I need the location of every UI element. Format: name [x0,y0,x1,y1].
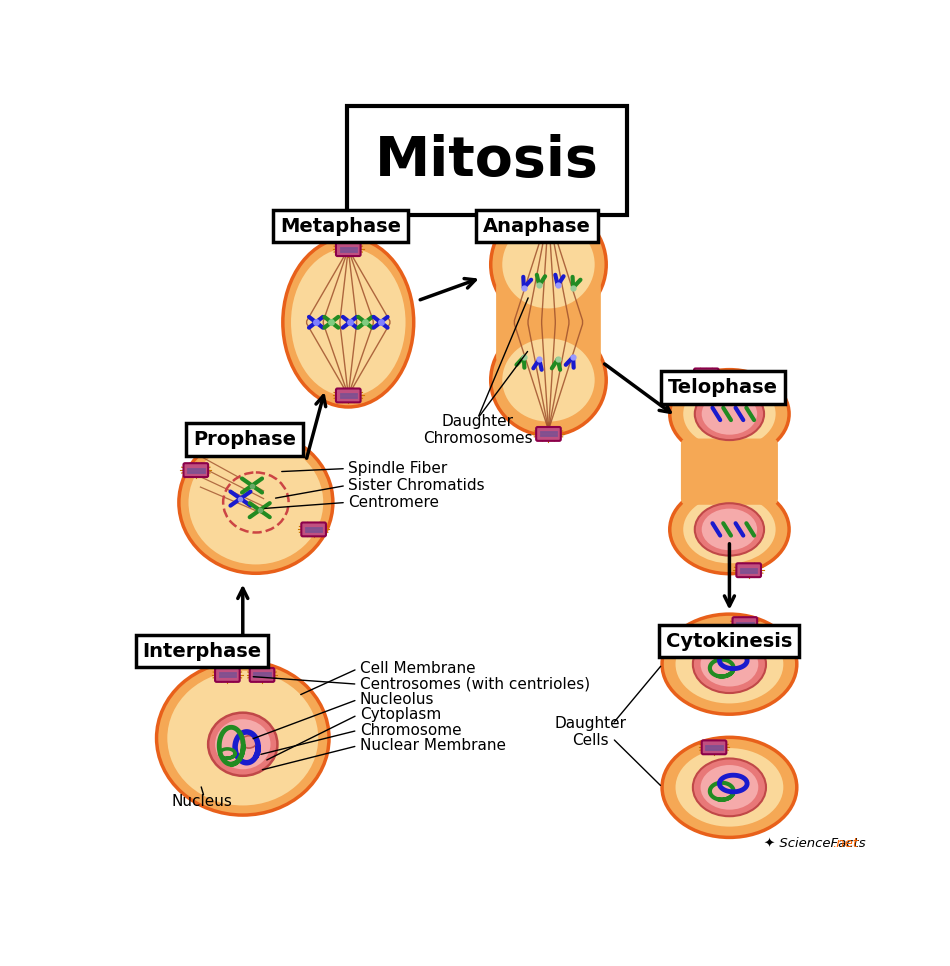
FancyBboxPatch shape [536,427,560,440]
Text: Telophase: Telophase [668,379,778,397]
Ellipse shape [215,720,271,769]
Text: Interphase: Interphase [142,641,261,661]
Text: Metaphase: Metaphase [280,216,401,236]
Text: Nucleolus: Nucleolus [360,692,434,707]
FancyBboxPatch shape [736,563,761,577]
FancyBboxPatch shape [536,204,560,217]
FancyBboxPatch shape [336,388,361,403]
Ellipse shape [157,661,329,815]
Text: Cytokinesis: Cytokinesis [666,632,792,650]
Ellipse shape [662,614,797,714]
Ellipse shape [693,636,766,693]
Ellipse shape [241,736,256,748]
FancyBboxPatch shape [702,740,727,754]
Ellipse shape [700,765,758,810]
FancyBboxPatch shape [681,439,778,505]
Ellipse shape [670,370,789,458]
Ellipse shape [683,496,775,563]
Ellipse shape [291,248,406,396]
Text: .net: .net [832,838,859,850]
FancyBboxPatch shape [694,368,718,383]
Ellipse shape [694,503,764,555]
FancyBboxPatch shape [215,668,239,682]
Ellipse shape [700,641,758,687]
Text: Spindle Fiber: Spindle Fiber [349,461,447,476]
Text: Mitosis: Mitosis [375,133,598,187]
Text: Sister Chromatids: Sister Chromatids [349,478,484,493]
Text: Prophase: Prophase [193,430,295,449]
Ellipse shape [188,440,323,564]
Ellipse shape [491,325,606,436]
Ellipse shape [702,393,757,435]
Text: Daughter
Cells: Daughter Cells [555,716,627,748]
Ellipse shape [283,238,413,407]
Text: Centromere: Centromere [349,495,439,510]
Ellipse shape [702,509,757,551]
Ellipse shape [167,670,318,806]
Text: ✦ ScienceFacts: ✦ ScienceFacts [764,838,865,850]
Text: Chromosome: Chromosome [360,723,462,738]
Ellipse shape [491,206,606,323]
Ellipse shape [675,625,784,703]
Text: Centrosomes (with centrioles): Centrosomes (with centrioles) [360,676,590,692]
Ellipse shape [662,737,797,838]
Text: Nuclear Membrane: Nuclear Membrane [360,738,505,753]
Ellipse shape [670,485,789,574]
FancyBboxPatch shape [183,463,208,477]
FancyBboxPatch shape [336,242,361,256]
Ellipse shape [693,758,766,816]
Ellipse shape [694,387,764,440]
Ellipse shape [675,748,784,827]
FancyBboxPatch shape [732,617,757,631]
FancyBboxPatch shape [301,523,326,536]
Ellipse shape [179,432,332,573]
Text: Anaphase: Anaphase [483,216,591,236]
Text: Daughter
Chromosomes: Daughter Chromosomes [423,413,532,446]
Text: Cell Membrane: Cell Membrane [360,662,475,676]
FancyBboxPatch shape [496,280,600,364]
Ellipse shape [503,220,595,308]
FancyBboxPatch shape [250,668,275,682]
Text: Nucleus: Nucleus [171,794,232,809]
Ellipse shape [503,338,595,421]
Ellipse shape [683,380,775,448]
Ellipse shape [208,713,277,776]
Text: Cytoplasm: Cytoplasm [360,707,441,723]
